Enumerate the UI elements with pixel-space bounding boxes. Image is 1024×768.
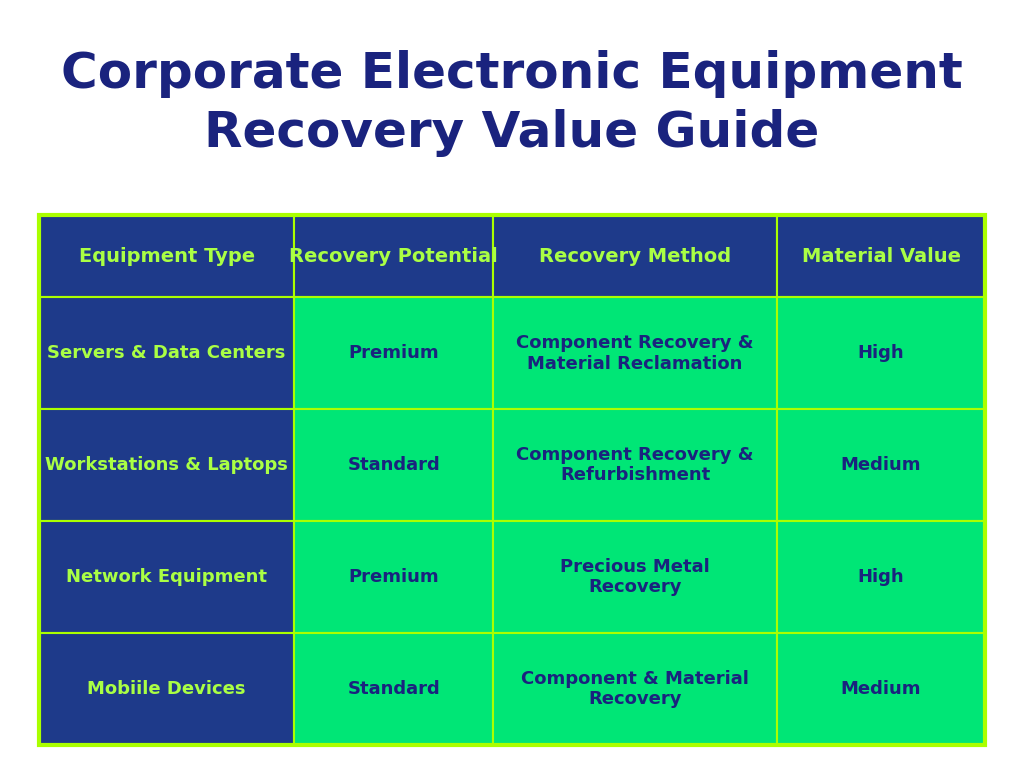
Bar	[39, 297, 294, 409]
Text: Medium: Medium	[841, 456, 922, 474]
Text: High: High	[858, 344, 904, 362]
Text: Network Equipment: Network Equipment	[67, 568, 267, 586]
Bar	[777, 409, 985, 521]
Bar	[294, 297, 494, 409]
Text: Component Recovery &
Refurbishment: Component Recovery & Refurbishment	[516, 445, 754, 485]
Text: Standard: Standard	[347, 456, 440, 474]
Text: Premium: Premium	[348, 568, 439, 586]
Bar	[294, 633, 494, 745]
Text: Workstations & Laptops: Workstations & Laptops	[45, 456, 288, 474]
Text: Medium: Medium	[841, 680, 922, 698]
Bar	[39, 215, 294, 297]
Bar	[39, 409, 294, 521]
Text: Component & Material
Recovery: Component & Material Recovery	[521, 670, 749, 708]
Bar	[39, 633, 294, 745]
Bar	[294, 409, 494, 521]
Bar	[494, 409, 777, 521]
Bar	[494, 521, 777, 633]
Bar	[494, 215, 777, 297]
Text: Standard: Standard	[347, 680, 440, 698]
Text: Recovery Potential: Recovery Potential	[290, 247, 498, 266]
Text: Equipment Type: Equipment Type	[79, 247, 255, 266]
Bar	[777, 521, 985, 633]
Text: Component Recovery &
Material Reclamation: Component Recovery & Material Reclamatio…	[516, 334, 754, 372]
Bar	[494, 297, 777, 409]
Bar	[777, 297, 985, 409]
Text: Mobiile Devices: Mobiile Devices	[87, 680, 246, 698]
Text: Precious Metal
Recovery: Precious Metal Recovery	[560, 558, 710, 597]
Bar	[294, 215, 494, 297]
Bar	[294, 521, 494, 633]
Bar	[494, 633, 777, 745]
Text: Premium: Premium	[348, 344, 439, 362]
Text: Recovery Method: Recovery Method	[539, 247, 731, 266]
Bar	[39, 521, 294, 633]
Text: Material Value: Material Value	[802, 247, 961, 266]
Bar	[777, 633, 985, 745]
Text: Corporate Electronic Equipment
Recovery Value Guide: Corporate Electronic Equipment Recovery …	[61, 50, 963, 157]
Text: High: High	[858, 568, 904, 586]
Bar	[777, 215, 985, 297]
Text: Servers & Data Centers: Servers & Data Centers	[47, 344, 286, 362]
